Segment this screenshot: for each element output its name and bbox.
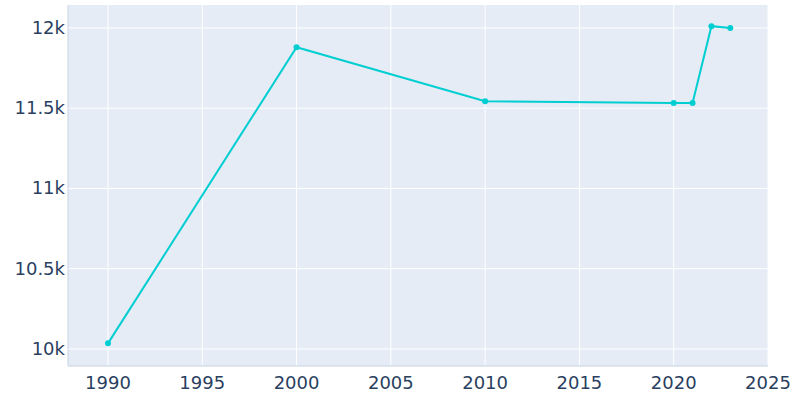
- y-grid-line: [68, 268, 768, 269]
- x-grid-line: [390, 5, 391, 366]
- series-group: [105, 23, 733, 346]
- plot-background: [68, 5, 768, 366]
- point: [690, 100, 696, 106]
- x-tick-label: 2010: [462, 372, 508, 393]
- point: [105, 340, 111, 346]
- point: [727, 25, 733, 31]
- y-tick-label: 12k: [32, 17, 66, 38]
- y-axis-line: [68, 5, 69, 366]
- x-grid-line: [579, 5, 580, 366]
- x-grid-line: [768, 5, 769, 366]
- x-tick-label: 2015: [557, 372, 603, 393]
- chart: 10k 10.5k 11k 11.5k 12k 1990 1995 2000 2005 2010 2…: [0, 0, 800, 400]
- x-tick-label: 2025: [745, 372, 791, 393]
- x-tick-label: 2020: [651, 372, 697, 393]
- x-grid-line: [485, 5, 486, 366]
- y-grid-line: [68, 108, 768, 109]
- y-tick-label: 10k: [32, 338, 66, 359]
- point: [671, 100, 677, 106]
- y-tick-label: 11.5k: [14, 97, 65, 118]
- y-grid-line: [68, 27, 768, 28]
- x-tick-label: 2005: [368, 372, 414, 393]
- y-tick-label: 10.5k: [14, 258, 65, 279]
- x-grid-line: [107, 5, 108, 366]
- y-grid-line: [68, 188, 768, 189]
- x-grid-line: [202, 5, 203, 366]
- y-grid-line: [68, 348, 768, 349]
- point: [482, 98, 488, 104]
- y-tick-label: 11k: [32, 177, 66, 198]
- x-tick-label: 1995: [179, 372, 225, 393]
- x-tick-label: 1990: [85, 372, 131, 393]
- x-grid-line: [296, 5, 297, 366]
- line: [108, 26, 730, 343]
- x-axis-line: [68, 366, 768, 367]
- x-grid-line: [673, 5, 674, 366]
- point: [294, 44, 300, 50]
- x-tick-label: 2000: [274, 372, 320, 393]
- point: [708, 23, 714, 29]
